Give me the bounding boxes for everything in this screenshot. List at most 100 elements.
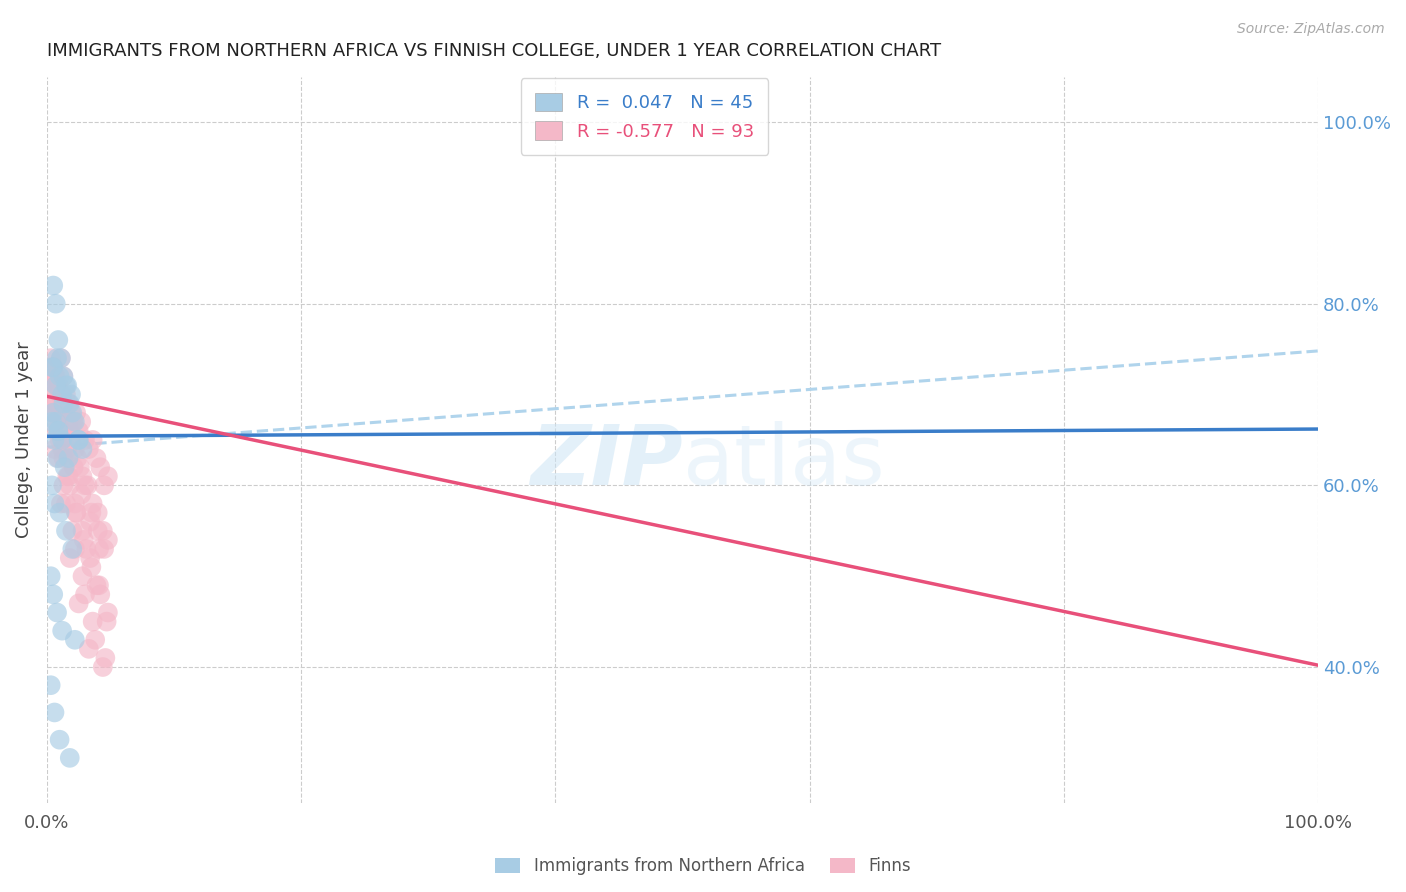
Point: [39, 569, 62, 583]
Y-axis label: College, Under 1 year: College, Under 1 year: [15, 342, 32, 538]
Point: [96, 615, 118, 629]
Point: [73, 587, 96, 601]
Point: [46, 424, 69, 438]
Text: IMMIGRANTS FROM NORTHERN AFRICA VS FINNISH COLLEGE, UNDER 1 YEAR CORRELATION CHA: IMMIGRANTS FROM NORTHERN AFRICA VS FINNI…: [46, 42, 941, 60]
Point: [63, 541, 86, 556]
Point: [48, 387, 70, 401]
Point: [82, 496, 104, 510]
Point: [53, 406, 76, 420]
Point: [45, 296, 67, 310]
Point: [87, 524, 110, 538]
Point: [51, 387, 73, 401]
Point: [46, 424, 69, 438]
Point: [41, 378, 63, 392]
Point: [44, 706, 66, 720]
Point: [59, 424, 82, 438]
Point: [39, 387, 62, 401]
Point: [42, 360, 65, 375]
Point: [60, 433, 83, 447]
Point: [77, 641, 100, 656]
Point: [39, 678, 62, 692]
Point: [58, 415, 80, 429]
Point: [97, 606, 120, 620]
Point: [89, 460, 111, 475]
Point: [60, 541, 83, 556]
Point: [59, 551, 82, 566]
Point: [55, 524, 77, 538]
Point: [65, 406, 87, 420]
Point: [93, 541, 115, 556]
Point: [52, 369, 75, 384]
Point: [82, 615, 104, 629]
Point: [97, 533, 120, 547]
Point: [46, 424, 69, 438]
Point: [52, 451, 75, 466]
Point: [51, 442, 73, 456]
Point: [44, 442, 66, 456]
Point: [46, 606, 69, 620]
Point: [91, 660, 114, 674]
Point: [79, 551, 101, 566]
Legend: Immigrants from Northern Africa, Finns: Immigrants from Northern Africa, Finns: [486, 849, 920, 884]
Point: [42, 360, 65, 375]
Point: [60, 406, 83, 420]
Point: [48, 506, 70, 520]
Point: [63, 442, 86, 456]
Point: [52, 396, 75, 410]
Point: [59, 751, 82, 765]
Point: [87, 506, 110, 520]
Point: [62, 460, 84, 475]
Point: [55, 387, 77, 401]
Text: atlas: atlas: [682, 421, 884, 502]
Point: [75, 541, 97, 556]
Point: [51, 624, 73, 638]
Point: [73, 533, 96, 547]
Point: [59, 396, 82, 410]
Point: [72, 524, 94, 538]
Point: [49, 496, 72, 510]
Point: [44, 496, 66, 510]
Point: [63, 496, 86, 510]
Point: [51, 433, 73, 447]
Point: [59, 478, 82, 492]
Point: [46, 415, 69, 429]
Point: [45, 415, 67, 429]
Point: [44, 433, 66, 447]
Point: [63, 632, 86, 647]
Point: [60, 387, 83, 401]
Point: [39, 351, 62, 366]
Point: [94, 651, 117, 665]
Point: [41, 478, 63, 492]
Point: [62, 415, 84, 429]
Point: [45, 378, 67, 392]
Point: [46, 333, 69, 347]
Text: ZIP: ZIP: [530, 421, 682, 502]
Point: [66, 451, 89, 466]
Point: [84, 632, 107, 647]
Point: [41, 406, 63, 420]
Point: [42, 396, 65, 410]
Point: [53, 460, 76, 475]
Point: [72, 469, 94, 483]
Point: [45, 396, 67, 410]
Point: [53, 406, 76, 420]
Point: [63, 415, 86, 429]
Point: [60, 406, 83, 420]
Point: [86, 451, 108, 466]
Point: [44, 369, 66, 384]
Point: [41, 360, 63, 375]
Point: [44, 406, 66, 420]
Legend: R =  0.047   N = 45, R = -0.577   N = 93: R = 0.047 N = 45, R = -0.577 N = 93: [520, 78, 768, 155]
Point: [46, 451, 69, 466]
Point: [73, 478, 96, 492]
Point: [69, 460, 91, 475]
Point: [48, 732, 70, 747]
Point: [80, 506, 103, 520]
Point: [60, 524, 83, 538]
Point: [49, 351, 72, 366]
Point: [55, 378, 77, 392]
Point: [49, 387, 72, 401]
Point: [48, 433, 70, 447]
Point: [89, 587, 111, 601]
Point: [65, 506, 87, 520]
